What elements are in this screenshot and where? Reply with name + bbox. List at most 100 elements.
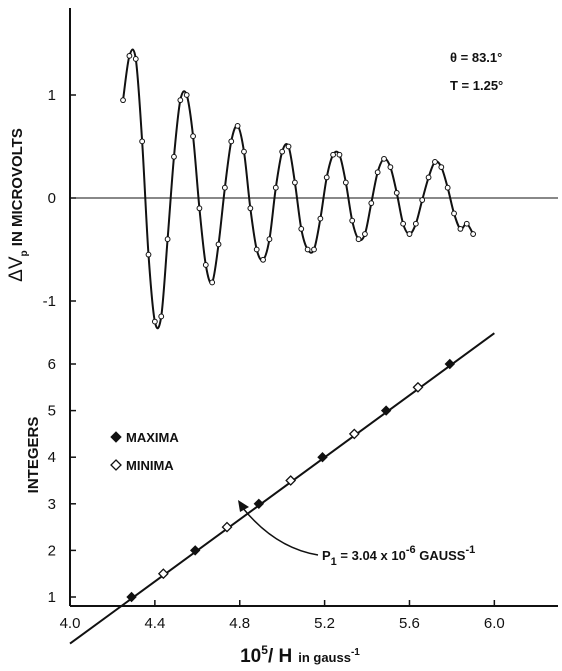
oscillation-point — [126, 52, 133, 59]
oscillation-point — [400, 220, 407, 227]
oscillation-point — [132, 56, 139, 62]
period-fit-line — [69, 332, 495, 645]
oscillation-point — [158, 313, 165, 320]
maxima-points — [126, 358, 455, 603]
bottom-y-tick-label: 3 — [48, 496, 56, 513]
annotation-arrow-head — [238, 500, 249, 512]
oscillation-point — [349, 217, 356, 224]
oscillation-point — [457, 226, 464, 232]
maxima-point — [189, 545, 201, 556]
temperature-annotation: T = 1.25° — [450, 78, 503, 93]
bottom-y-tick-label: 1 — [48, 589, 56, 606]
top-y-tick-label: 1 — [48, 87, 56, 104]
oscillation-point — [292, 179, 298, 186]
oscillation-point — [330, 151, 336, 158]
oscillation-point — [145, 251, 152, 258]
minima-point — [221, 521, 233, 533]
oscillation-point — [183, 92, 190, 98]
oscillation-point — [241, 148, 247, 155]
period-annotation: P1 = 3.04 x 10-6 GAUSS-1 — [322, 544, 475, 568]
oscillation-points — [120, 52, 477, 325]
oscillation-point — [419, 197, 426, 203]
oscillation-point — [221, 184, 228, 191]
minima-point — [412, 381, 424, 393]
x-axis-ticks: 4.0 4.4 4.8 5.2 5.6 6.0 — [60, 600, 505, 632]
x-tick-label: 5.2 — [314, 615, 335, 632]
oscillation-point — [336, 151, 343, 158]
minima-points — [157, 381, 424, 580]
oscillation-point — [317, 215, 324, 222]
legend-maxima-marker — [110, 431, 122, 443]
oscillation-point — [432, 159, 438, 165]
oscillation-point — [323, 174, 330, 181]
oscillation-point — [368, 200, 375, 207]
oscillation-point — [342, 179, 349, 186]
oscillation-point — [139, 138, 146, 145]
oscillation-point — [120, 97, 126, 104]
theta-annotation: θ = 83.1° — [450, 50, 502, 65]
oscillation-point — [463, 220, 470, 227]
x-tick-label: 5.6 — [399, 615, 420, 632]
oscillation-point — [202, 262, 209, 268]
x-tick-label: 4.0 — [60, 615, 81, 632]
legend-maxima-label: MAXIMA — [126, 430, 179, 445]
minima-point — [157, 568, 169, 580]
oscillation-point — [279, 148, 286, 155]
oscillation-point — [171, 153, 177, 160]
legend: MAXIMA MINIMA — [110, 430, 179, 473]
bottom-y-axis-title: INTEGERS — [25, 417, 42, 494]
bottom-y-tick-label: 6 — [48, 356, 56, 373]
top-y-axis-title: ΔVp IN MICROVOLTS — [6, 128, 30, 282]
minima-point — [285, 475, 297, 486]
oscillation-point — [444, 184, 451, 191]
legend-minima-label: MINIMA — [126, 458, 174, 473]
oscillation-point — [247, 205, 254, 212]
bottom-y-tick-label: 2 — [48, 542, 56, 559]
oscillation-point — [451, 210, 457, 217]
oscillation-point — [177, 97, 184, 104]
minima-point — [348, 428, 360, 440]
top-y-tick-label: 0 — [48, 190, 56, 207]
oscillation-point — [374, 169, 381, 176]
bottom-y-tick-label: 4 — [48, 449, 56, 466]
oscillation-point — [298, 226, 305, 232]
oscillation-point — [381, 155, 387, 162]
oscillation-point — [215, 241, 222, 248]
oscillation-point — [164, 236, 171, 243]
axes-frame — [69, 8, 558, 607]
oscillation-point — [266, 236, 273, 243]
oscillation-point — [228, 138, 235, 145]
oscillation-curve — [122, 48, 475, 330]
oscillation-point — [425, 174, 432, 181]
oscillation-point — [406, 231, 413, 237]
x-tick-label: 4.4 — [144, 615, 165, 632]
oscillation-point — [470, 231, 477, 237]
legend-minima-marker — [110, 459, 122, 471]
maxima-point — [253, 498, 265, 510]
x-tick-label: 6.0 — [484, 615, 505, 632]
oscillation-point — [412, 220, 419, 227]
oscillation-point — [304, 246, 311, 253]
oscillation-point — [311, 246, 317, 253]
oscillation-point — [272, 184, 279, 191]
oscillation-point — [253, 246, 260, 253]
annotation-arrow-shaft — [241, 506, 319, 556]
oscillation-point — [196, 205, 203, 212]
oscillation-point — [234, 123, 241, 129]
oscillation-point — [209, 279, 216, 286]
oscillation-point — [438, 164, 445, 171]
oscillation-point — [285, 143, 292, 150]
bottom-panel-y-ticks: 1 2 3 4 5 6 — [48, 356, 76, 606]
oscillation-point — [151, 318, 158, 325]
oscillation-point — [260, 256, 266, 263]
maxima-point — [444, 358, 455, 370]
oscillation-point — [355, 236, 362, 243]
maxima-point — [126, 591, 137, 603]
oscillation-point — [393, 189, 400, 196]
x-tick-label: 4.8 — [229, 615, 250, 632]
bottom-y-tick-label: 5 — [48, 403, 56, 420]
oscillation-point — [387, 164, 394, 171]
top-y-tick-label: -1 — [43, 293, 56, 310]
